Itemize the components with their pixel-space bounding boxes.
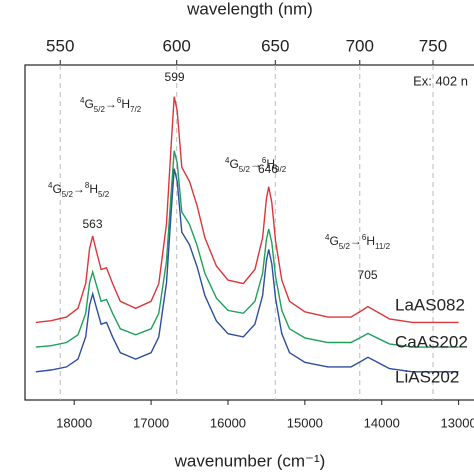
x2-tick-label: 600 bbox=[163, 36, 191, 55]
transition-label: 4G5/2→6H7/2 bbox=[80, 96, 142, 114]
excitation-note: Ex: 402 n bbox=[413, 73, 468, 88]
peak-label: 599 bbox=[165, 70, 185, 84]
transition-part: → bbox=[250, 157, 262, 171]
transition-part: 5/2 bbox=[239, 165, 251, 174]
spectrum-line bbox=[35, 96, 459, 324]
transition-part: H bbox=[121, 97, 130, 111]
transition-part: 7/2 bbox=[130, 105, 142, 114]
transition-part: 5/2 bbox=[98, 190, 110, 199]
x-tick-label: 14000 bbox=[364, 415, 400, 430]
peak-label: 646 bbox=[258, 162, 278, 176]
transition-part: G bbox=[52, 182, 61, 196]
x-tick-label: 16000 bbox=[210, 415, 246, 430]
x2-tick-label: 700 bbox=[346, 36, 374, 55]
peak-label: 705 bbox=[358, 268, 378, 282]
spectrum-line bbox=[35, 150, 459, 348]
transition-part: 4 bbox=[80, 96, 85, 105]
transition-part: 9/2 bbox=[275, 165, 287, 174]
transition-part: 4 bbox=[48, 181, 53, 190]
transition-part: 5/2 bbox=[62, 190, 74, 199]
peak-label: 563 bbox=[82, 217, 102, 231]
x-tick-label: 17000 bbox=[133, 415, 169, 430]
transition-label: 4G5/2→8H5/2 bbox=[48, 181, 110, 199]
transition-part: H bbox=[366, 234, 375, 248]
plot-frame bbox=[24, 64, 474, 401]
transition-part: 4 bbox=[225, 156, 230, 165]
x2-tick-label: 550 bbox=[46, 36, 74, 55]
transition-label: 4G5/2→6H9/2 bbox=[225, 156, 287, 174]
x-tick-label: 13000 bbox=[441, 415, 474, 430]
x-axis-title: wavenumber (cm⁻¹) bbox=[174, 451, 326, 470]
transition-part: 6 bbox=[262, 156, 267, 165]
transition-label: 4G5/2→6H11/2 bbox=[325, 233, 391, 251]
transition-part: 11/2 bbox=[375, 242, 391, 251]
spectrum-line bbox=[35, 168, 459, 373]
transition-part: 5/2 bbox=[94, 105, 106, 114]
transition-part: 6 bbox=[362, 233, 367, 242]
transition-part: 6 bbox=[117, 96, 122, 105]
transition-part: H bbox=[266, 157, 275, 171]
legend-label: CaAS202 bbox=[395, 332, 468, 351]
transition-part: → bbox=[350, 234, 362, 248]
x2-tick-label: 650 bbox=[261, 36, 289, 55]
transition-part: → bbox=[105, 97, 117, 111]
x-tick-label: 15000 bbox=[287, 415, 323, 430]
transition-part: 4 bbox=[325, 233, 330, 242]
transition-part: → bbox=[73, 182, 85, 196]
legend-label: LaAS082 bbox=[395, 295, 465, 314]
transition-part: G bbox=[229, 157, 238, 171]
transition-part: G bbox=[329, 234, 338, 248]
transition-part: 8 bbox=[85, 181, 90, 190]
transition-part: H bbox=[89, 182, 98, 196]
transition-part: 5/2 bbox=[339, 242, 351, 251]
x-tick-label: 18000 bbox=[56, 415, 92, 430]
legend-label: LiAS202 bbox=[395, 367, 459, 386]
transition-part: G bbox=[84, 97, 93, 111]
x2-tick-label: 750 bbox=[419, 36, 447, 55]
x2-axis-title: wavelength (nm) bbox=[186, 0, 313, 18]
